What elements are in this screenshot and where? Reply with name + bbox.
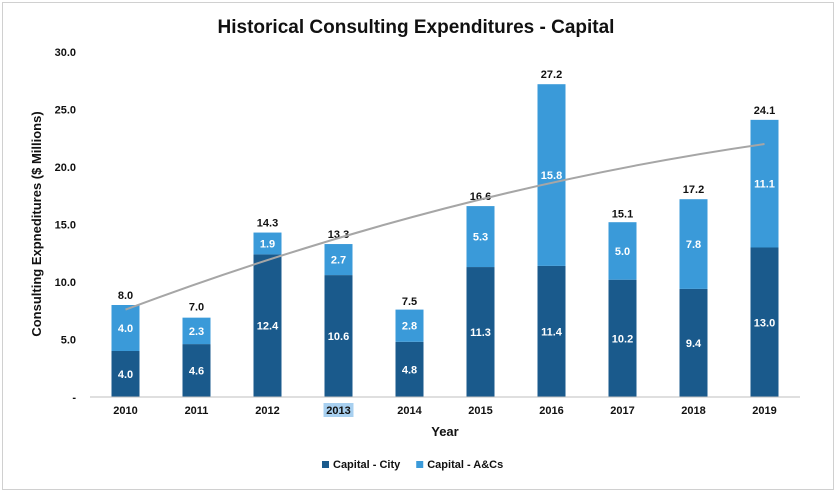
segment-value-label: 11.4 xyxy=(541,326,563,338)
bar-capital-city xyxy=(608,279,637,397)
segment-value-label: 4.6 xyxy=(189,366,204,378)
total-value-label: 24.1 xyxy=(754,105,775,117)
bar-capital-acs xyxy=(466,206,495,268)
segment-value-label: 2.3 xyxy=(189,326,204,338)
segment-value-label: 1.9 xyxy=(260,238,275,250)
segment-value-label: 5.3 xyxy=(473,232,488,244)
bar-capital-city xyxy=(466,267,495,397)
legend-entry: Capital - City xyxy=(333,459,401,471)
y-tick-label: 15.0 xyxy=(55,220,76,232)
bar-capital-acs xyxy=(324,244,353,276)
segment-value-label: 5.0 xyxy=(615,246,630,258)
bar-capital-acs xyxy=(537,84,566,266)
bar-capital-city xyxy=(111,351,140,397)
y-tick-label: 30.0 xyxy=(55,47,76,59)
bar-capital-acs xyxy=(182,317,211,345)
chart-title: Historical Consulting Expenditures - Cap… xyxy=(218,17,615,38)
total-value-label: 13.3 xyxy=(328,229,349,241)
segment-value-label: 10.2 xyxy=(612,333,633,345)
x-tick-label: 2017 xyxy=(610,405,634,417)
x-tick-label: 2016 xyxy=(539,405,563,417)
bar-capital-acs xyxy=(750,119,779,248)
x-tick-label: 2015 xyxy=(468,405,492,417)
x-tick-label: 2011 xyxy=(185,405,209,417)
x-tick-label: 2012 xyxy=(255,405,279,417)
x-tick-highlight xyxy=(323,403,354,417)
y-tick-label: 10.0 xyxy=(55,277,76,289)
legend-swatch-capital-city xyxy=(322,461,329,468)
bar-capital-city xyxy=(253,254,282,397)
x-tick-label: 2010 xyxy=(113,405,137,417)
segment-value-label: 7.8 xyxy=(686,239,701,251)
segment-value-label: 9.4 xyxy=(686,338,702,350)
x-tick-label: 2018 xyxy=(681,405,705,417)
segment-value-label: 4.0 xyxy=(118,369,133,381)
y-tick-label: 20.0 xyxy=(55,162,76,174)
total-value-label: 27.2 xyxy=(541,69,562,81)
total-value-label: 7.5 xyxy=(402,296,417,308)
y-tick-label: - xyxy=(72,392,76,404)
legend-swatch-capital-acs xyxy=(416,461,424,468)
x-tick-label: 2013 xyxy=(326,405,350,417)
total-value-label: 17.2 xyxy=(683,184,704,196)
legend-entry: Capital - A&Cs xyxy=(427,459,503,471)
x-tick-label: 2019 xyxy=(752,405,776,417)
segment-value-label: 11.3 xyxy=(470,327,491,339)
bar-capital-city xyxy=(182,344,211,397)
bar-capital-city xyxy=(750,247,779,397)
y-tick-label: 25.0 xyxy=(55,105,76,117)
segment-value-label: 12.4 xyxy=(257,321,279,333)
segment-value-label: 2.8 xyxy=(402,321,417,333)
total-value-label: 15.1 xyxy=(612,208,633,220)
bar-capital-acs xyxy=(608,222,637,280)
total-value-label: 8.0 xyxy=(118,290,133,302)
segment-value-label: 4.0 xyxy=(118,323,133,335)
segment-value-label: 15.8 xyxy=(541,170,562,182)
bar-capital-city xyxy=(537,265,566,397)
x-axis-label: Year xyxy=(431,424,458,439)
segment-value-label: 2.7 xyxy=(331,255,346,267)
bar-capital-city xyxy=(395,341,424,397)
bar-capital-city xyxy=(679,288,708,397)
segment-value-label: 4.8 xyxy=(402,364,417,376)
segment-value-label: 10.6 xyxy=(328,331,349,343)
bar-capital-acs xyxy=(679,199,708,289)
y-axis-label: Consulting Expneditures ($ Millions) xyxy=(29,111,44,336)
bar-capital-acs xyxy=(395,309,424,342)
bar-capital-acs xyxy=(111,305,140,351)
segment-value-label: 11.1 xyxy=(754,179,775,191)
trendline xyxy=(125,143,765,311)
total-value-label: 14.3 xyxy=(257,218,278,230)
y-tick-label: 5.0 xyxy=(61,335,76,347)
bar-capital-acs xyxy=(253,232,282,255)
x-tick-label: 2014 xyxy=(397,405,422,417)
segment-value-label: 13.0 xyxy=(754,317,775,329)
total-value-label: 7.0 xyxy=(189,302,204,314)
bar-capital-city xyxy=(324,275,353,397)
